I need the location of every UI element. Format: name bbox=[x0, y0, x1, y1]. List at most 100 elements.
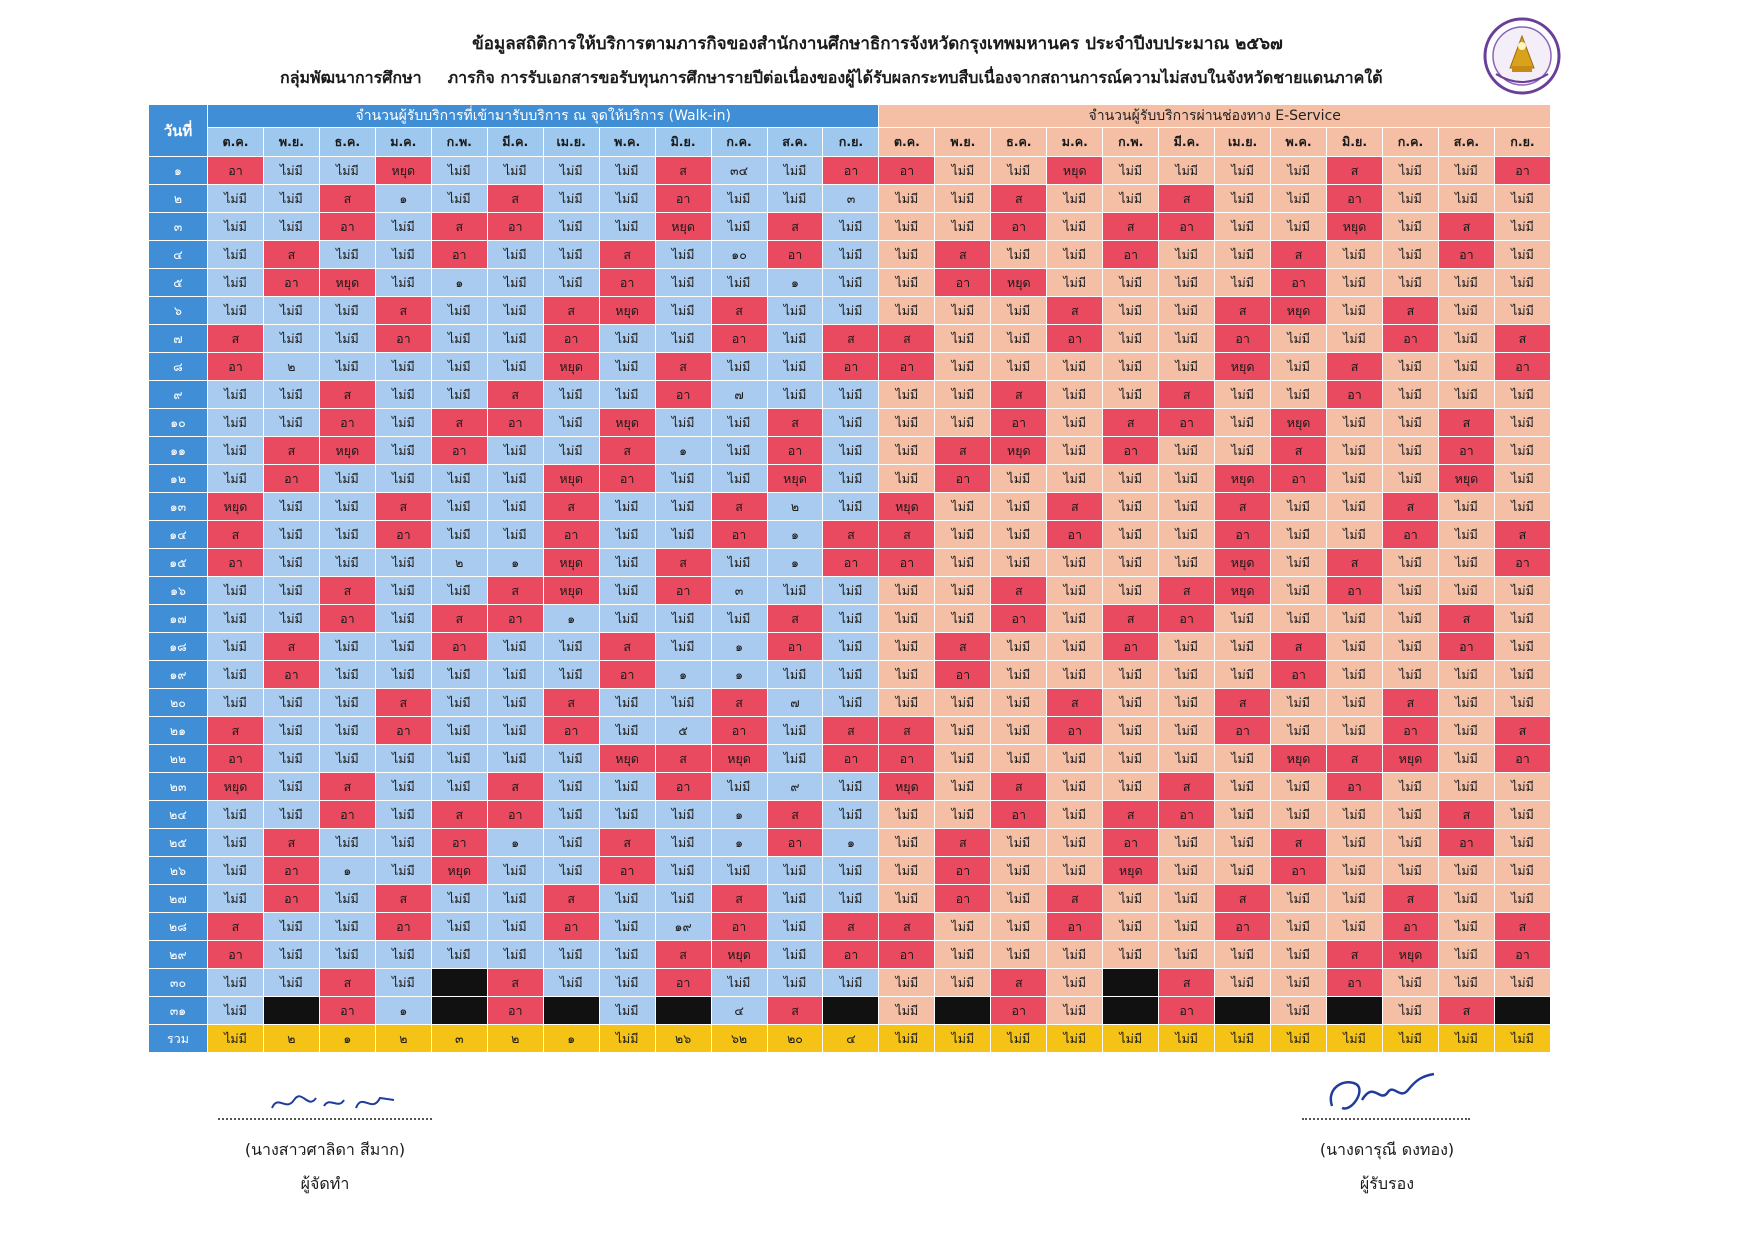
walkin-cell: อา bbox=[430, 436, 488, 465]
walkin-cell: หยุด bbox=[598, 744, 656, 773]
walkin-cell: ส bbox=[318, 380, 376, 409]
eservice-cell: ไม่มี bbox=[1493, 800, 1552, 829]
eservice-cell: ไม่มี bbox=[934, 604, 992, 633]
eservice-cell: ไม่มี bbox=[1102, 520, 1160, 549]
eservice-cell: ไม่มี bbox=[1326, 716, 1384, 745]
walkin-cell: ไม่มี bbox=[430, 660, 488, 689]
eservice-cell: ไม่มี bbox=[1158, 324, 1216, 353]
eservice-cell: ไม่มี bbox=[1214, 380, 1272, 409]
walkin-month-header: ก.พ. bbox=[430, 127, 488, 157]
walkin-cell: ไม่มี bbox=[542, 212, 600, 241]
eservice-cell bbox=[1326, 996, 1384, 1025]
eservice-cell: ไม่มี bbox=[1214, 940, 1272, 969]
walkin-cell: ไม่มี bbox=[430, 324, 488, 353]
walkin-total-cell: ๒ bbox=[262, 1024, 320, 1053]
eservice-cell: ไม่มี bbox=[1214, 408, 1272, 437]
walkin-cell: ส bbox=[207, 324, 264, 353]
day-label: ๕ bbox=[148, 268, 208, 297]
eservice-cell: ไม่มี bbox=[1046, 940, 1104, 969]
eservice-cell: ไม่มี bbox=[1382, 800, 1439, 829]
walkin-cell: ไม่มี bbox=[542, 632, 600, 661]
eservice-cell: ไม่มี bbox=[1102, 660, 1160, 689]
eservice-cell: ไม่มี bbox=[878, 408, 936, 437]
eservice-cell: อา bbox=[878, 548, 936, 577]
walkin-cell: ๓ bbox=[710, 576, 768, 605]
eservice-cell: ไม่มี bbox=[1158, 884, 1216, 913]
eservice-cell: ไม่มี bbox=[1382, 240, 1439, 269]
day-label: ๑๘ bbox=[148, 632, 208, 661]
walkin-cell: หยุด bbox=[654, 212, 712, 241]
walkin-cell: ไม่มี bbox=[262, 520, 320, 549]
walkin-cell: ไม่มี bbox=[598, 800, 656, 829]
eservice-cell bbox=[1214, 996, 1272, 1025]
eservice-cell: ไม่มี bbox=[1382, 436, 1439, 465]
walkin-cell: ส bbox=[766, 604, 824, 633]
document-title: ข้อมูลสถิติการให้บริการตามภารกิจของสำนัก… bbox=[472, 34, 1283, 54]
eservice-cell: ไม่มี bbox=[1382, 156, 1439, 185]
walkin-cell: ส bbox=[542, 688, 600, 717]
eservice-cell: ไม่มี bbox=[1493, 828, 1552, 857]
eservice-cell: หยุด bbox=[1214, 548, 1272, 577]
walkin-cell: ส bbox=[542, 884, 600, 913]
eservice-cell: ไม่มี bbox=[934, 688, 992, 717]
eservice-cell: ไม่มี bbox=[1326, 660, 1384, 689]
walkin-cell: ไม่มี bbox=[822, 380, 880, 409]
walkin-cell: ไม่มี bbox=[374, 744, 432, 773]
eservice-cell: อา bbox=[1046, 716, 1104, 745]
walkin-cell: ไม่มี bbox=[710, 968, 768, 997]
eservice-cell: ไม่มี bbox=[990, 296, 1048, 325]
eservice-cell: หยุด bbox=[990, 268, 1048, 297]
walkin-cell: อา bbox=[542, 324, 600, 353]
eservice-cell: ไม่มี bbox=[990, 828, 1048, 857]
table-row: ๒๔ ไม่มี ไม่มี อา ไม่มีสอา ไม่มี ไม่มี ไม่มี๑สไ… bbox=[148, 800, 1552, 829]
eservice-cell: ไม่มี bbox=[1437, 576, 1495, 605]
eservice-cell: ไม่มี bbox=[878, 996, 936, 1025]
eservice-cell: อา bbox=[1493, 156, 1552, 185]
service-statistics-table: วันที่ จำนวนผู้รับบริการที่เข้ามารับบริก… bbox=[148, 104, 1552, 1053]
walkin-cell: ไม่มี bbox=[262, 772, 320, 801]
eservice-cell: ไม่มี bbox=[1326, 492, 1384, 521]
walkin-cell: ไม่มี bbox=[486, 912, 544, 941]
walkin-cell: ไม่มี bbox=[486, 856, 544, 885]
eservice-cell: ไม่มี bbox=[1270, 212, 1328, 241]
walkin-cell: ไม่มี bbox=[542, 800, 600, 829]
eservice-cell: อา bbox=[990, 800, 1048, 829]
eservice-cell: ไม่มี bbox=[934, 716, 992, 745]
day-label: ๑๐ bbox=[148, 408, 208, 437]
walkin-cell: อา bbox=[374, 324, 432, 353]
eservice-cell: ไม่มี bbox=[1493, 296, 1552, 325]
walkin-cell: ส bbox=[486, 968, 544, 997]
preparer-signature-line bbox=[218, 1118, 432, 1120]
walkin-cell: ไม่มี bbox=[262, 408, 320, 437]
eservice-cell: ไม่มี bbox=[1046, 268, 1104, 297]
eservice-cell: อา bbox=[990, 996, 1048, 1025]
eservice-cell: ไม่มี bbox=[1270, 352, 1328, 381]
eservice-cell: อา bbox=[1437, 436, 1495, 465]
eservice-cell: ส bbox=[1158, 772, 1216, 801]
eservice-cell: ไม่มี bbox=[1046, 436, 1104, 465]
walkin-cell: ไม่มี bbox=[766, 184, 824, 213]
eservice-cell: อา bbox=[990, 212, 1048, 241]
eservice-cell: ไม่มี bbox=[1270, 520, 1328, 549]
walkin-cell: ไม่มี bbox=[207, 380, 264, 409]
eservice-cell: ไม่มี bbox=[1102, 352, 1160, 381]
walkin-cell: ไม่มี bbox=[486, 240, 544, 269]
walkin-cell: ไม่มี bbox=[318, 744, 376, 773]
eservice-cell: ส bbox=[934, 828, 992, 857]
walkin-cell: ไม่มี bbox=[542, 408, 600, 437]
eservice-cell: ไม่มี bbox=[990, 744, 1048, 773]
eservice-cell: ส bbox=[1270, 632, 1328, 661]
eservice-cell bbox=[1102, 968, 1160, 997]
table-row: ๑๒ ไม่มี อา ไม่มี ไม่มี ไม่มี ไม่มี หยุด อา ไม่มี… bbox=[148, 464, 1552, 493]
walkin-cell: ๕ bbox=[654, 716, 712, 745]
eservice-cell: ไม่มี bbox=[1046, 772, 1104, 801]
walkin-cell: อา bbox=[207, 940, 264, 969]
walkin-cell: ไม่มี bbox=[654, 884, 712, 913]
walkin-cell: ส bbox=[766, 212, 824, 241]
walkin-cell: ๑ bbox=[766, 268, 824, 297]
eservice-month-header: ธ.ค. bbox=[990, 127, 1048, 157]
walkin-cell: ส bbox=[207, 716, 264, 745]
eservice-cell: ไม่มี bbox=[1326, 912, 1384, 941]
table-row: ๒๐ ไม่มี ไม่มี ไม่มีสไม่มี ไม่มีสไม่มี ไม่มีส… bbox=[148, 688, 1552, 717]
day-label: ๖ bbox=[148, 296, 208, 325]
